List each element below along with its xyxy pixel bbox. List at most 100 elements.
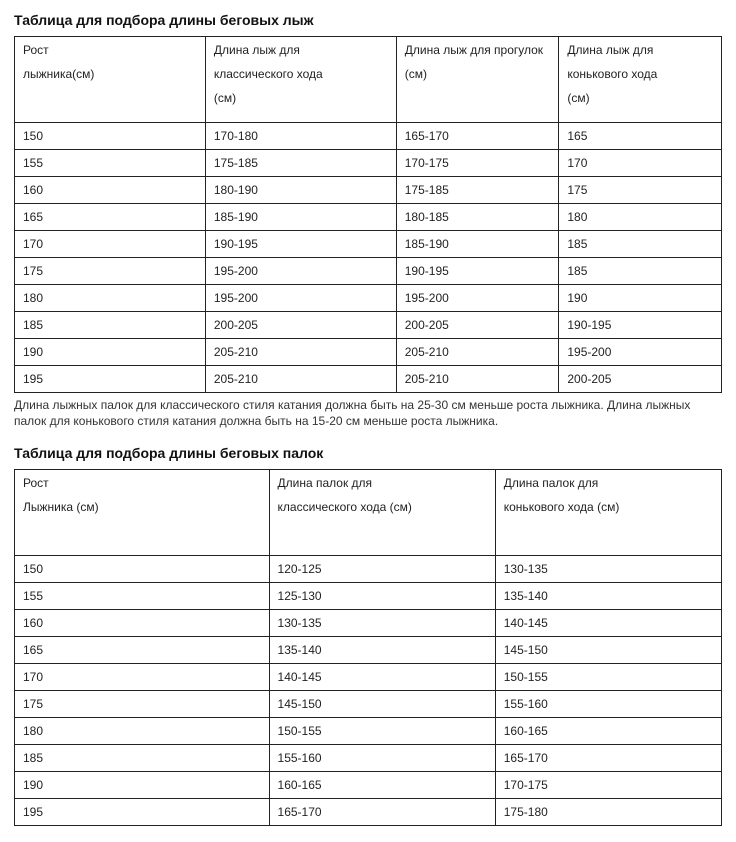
skis-cell: 205-210 xyxy=(396,339,559,366)
skis-cell: 185-190 xyxy=(205,204,396,231)
poles-cell: 170-175 xyxy=(495,772,721,799)
skis-cell: 175-185 xyxy=(396,177,559,204)
skis-col-header-line: (см) xyxy=(567,91,713,105)
poles-cell: 140-145 xyxy=(269,664,495,691)
poles-col-header-line: классического хода (см) xyxy=(278,500,487,514)
table-row: 185155-160165-170 xyxy=(15,745,722,772)
skis-cell: 180-185 xyxy=(396,204,559,231)
skis-cell: 190 xyxy=(559,285,722,312)
poles-cell: 195 xyxy=(15,799,270,826)
poles-cell: 140-145 xyxy=(495,610,721,637)
skis-cell: 190 xyxy=(15,339,206,366)
poles-table-title: Таблица для подбора длины беговых палок xyxy=(14,445,722,461)
skis-cell: 205-210 xyxy=(205,339,396,366)
poles-col-header-line: конькового хода (см) xyxy=(504,500,713,514)
skis-cell: 170 xyxy=(15,231,206,258)
skis-note: Длина лыжных палок для классического сти… xyxy=(14,397,722,429)
skis-col-header: Длина лыж для конькового хода (см) xyxy=(559,37,722,123)
poles-cell: 135-140 xyxy=(269,637,495,664)
table-row: 155175-185170-175170 xyxy=(15,150,722,177)
poles-cell: 145-150 xyxy=(269,691,495,718)
skis-col-header-line: лыжника(см) xyxy=(23,67,197,81)
poles-cell: 155 xyxy=(15,583,270,610)
table-row: 185200-205200-205190-195 xyxy=(15,312,722,339)
skis-cell: 185-190 xyxy=(396,231,559,258)
skis-col-header-line: классического хода xyxy=(214,67,388,81)
skis-cell: 190-195 xyxy=(559,312,722,339)
skis-cell: 205-210 xyxy=(205,366,396,393)
skis-cell: 185 xyxy=(15,312,206,339)
skis-cell: 205-210 xyxy=(396,366,559,393)
poles-cell: 165-170 xyxy=(269,799,495,826)
skis-cell: 165 xyxy=(559,123,722,150)
table-row: 170190-195185-190185 xyxy=(15,231,722,258)
skis-table-title: Таблица для подбора длины беговых лыж xyxy=(14,12,722,28)
skis-col-header-line: Длина лыж для xyxy=(567,43,713,57)
poles-cell: 145-150 xyxy=(495,637,721,664)
skis-cell: 185 xyxy=(559,231,722,258)
skis-cell: 170-175 xyxy=(396,150,559,177)
table-row: 180195-200195-200190 xyxy=(15,285,722,312)
poles-cell: 165-170 xyxy=(495,745,721,772)
skis-cell: 165-170 xyxy=(396,123,559,150)
poles-col-header: РостЛыжника (см) xyxy=(15,470,270,556)
poles-col-header-line: Рост xyxy=(23,476,261,490)
poles-cell: 190 xyxy=(15,772,270,799)
table-row: 195205-210205-210200-205 xyxy=(15,366,722,393)
skis-col-header-line: (см) xyxy=(214,91,388,105)
skis-col-header: Длина лыж для классического хода (см) xyxy=(205,37,396,123)
table-row: 190160-165170-175 xyxy=(15,772,722,799)
skis-cell: 180 xyxy=(15,285,206,312)
poles-col-header-line: Длина палок для xyxy=(504,476,713,490)
skis-col-header-line: Рост xyxy=(23,43,197,57)
skis-cell: 175 xyxy=(559,177,722,204)
skis-cell: 195 xyxy=(15,366,206,393)
poles-cell: 175-180 xyxy=(495,799,721,826)
skis-cell: 190-195 xyxy=(205,231,396,258)
skis-col-header: Рост лыжника(см) xyxy=(15,37,206,123)
table-row: 175195-200190-195185 xyxy=(15,258,722,285)
skis-col-header-line: конькового хода xyxy=(567,67,713,81)
skis-col-header-line: Длина лыж для xyxy=(214,43,388,57)
poles-cell: 160-165 xyxy=(495,718,721,745)
skis-cell: 165 xyxy=(15,204,206,231)
poles-cell: 130-135 xyxy=(269,610,495,637)
table-row: 155125-130135-140 xyxy=(15,583,722,610)
skis-cell: 195-200 xyxy=(205,258,396,285)
skis-cell: 180-190 xyxy=(205,177,396,204)
skis-cell: 170-180 xyxy=(205,123,396,150)
poles-cell: 150-155 xyxy=(269,718,495,745)
poles-table: РостЛыжника (см) Длина палок для классичес… xyxy=(14,469,722,826)
table-row: 175145-150155-160 xyxy=(15,691,722,718)
poles-col-header-line: Длина палок для xyxy=(278,476,487,490)
skis-cell: 195-200 xyxy=(205,285,396,312)
skis-col-header: Длина лыж для прогулок(см) xyxy=(396,37,559,123)
table-row: 195165-170175-180 xyxy=(15,799,722,826)
table-row: 165185-190180-185180 xyxy=(15,204,722,231)
table-row: 180150-155160-165 xyxy=(15,718,722,745)
skis-col-header-line: (см) xyxy=(405,67,551,81)
skis-cell: 200-205 xyxy=(559,366,722,393)
table-row: 165135-140145-150 xyxy=(15,637,722,664)
skis-cell: 175-185 xyxy=(205,150,396,177)
skis-cell: 180 xyxy=(559,204,722,231)
skis-cell: 195-200 xyxy=(559,339,722,366)
skis-cell: 195-200 xyxy=(396,285,559,312)
table-row: 150120-125130-135 xyxy=(15,556,722,583)
poles-cell: 165 xyxy=(15,637,270,664)
skis-cell: 175 xyxy=(15,258,206,285)
poles-col-header: Длина палок для конькового хода (см) xyxy=(495,470,721,556)
poles-cell: 150 xyxy=(15,556,270,583)
poles-cell: 130-135 xyxy=(495,556,721,583)
poles-cell: 125-130 xyxy=(269,583,495,610)
table-row: 160130-135140-145 xyxy=(15,610,722,637)
table-row: 190205-210205-210195-200 xyxy=(15,339,722,366)
skis-cell: 200-205 xyxy=(396,312,559,339)
poles-col-header: Длина палок для классического хода (см) xyxy=(269,470,495,556)
skis-cell: 170 xyxy=(559,150,722,177)
poles-cell: 180 xyxy=(15,718,270,745)
poles-cell: 155-160 xyxy=(269,745,495,772)
skis-cell: 185 xyxy=(559,258,722,285)
table-row: 150170-180165-170165 xyxy=(15,123,722,150)
skis-cell: 150 xyxy=(15,123,206,150)
